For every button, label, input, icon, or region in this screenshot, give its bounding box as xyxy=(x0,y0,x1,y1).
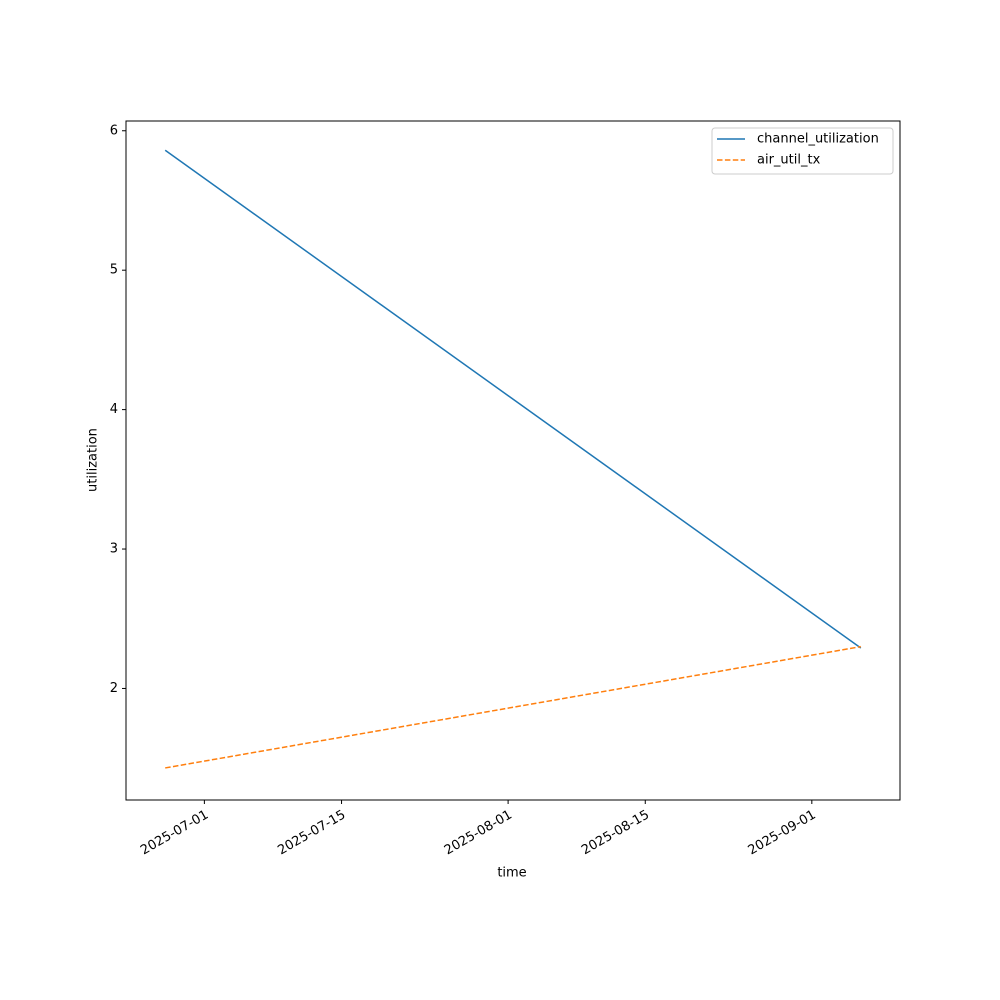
y-tick-label: 5 xyxy=(110,263,118,278)
y-axis-label: utilization xyxy=(86,428,101,492)
series-line xyxy=(165,645,861,769)
x-tick-label: 2025-08-01 xyxy=(442,808,515,859)
legend-label: air_util_tx xyxy=(757,153,821,168)
x-tick-label: 2025-08-15 xyxy=(579,808,652,859)
y-tick-label: 6 xyxy=(110,123,118,138)
legend-box xyxy=(711,127,894,175)
y-tick-label: 2 xyxy=(110,681,118,696)
legend-label: channel_utilization xyxy=(757,132,879,147)
x-tick-label: 2025-07-01 xyxy=(138,808,211,859)
plot-frame xyxy=(125,120,901,801)
y-tick-label: 3 xyxy=(110,542,118,557)
series-line xyxy=(164,149,862,649)
y-tick-label: 4 xyxy=(110,402,118,417)
x-axis-label: time xyxy=(497,866,526,881)
x-tick-label: 2025-07-15 xyxy=(275,808,348,859)
x-tick-label: 2025-09-01 xyxy=(746,808,819,859)
